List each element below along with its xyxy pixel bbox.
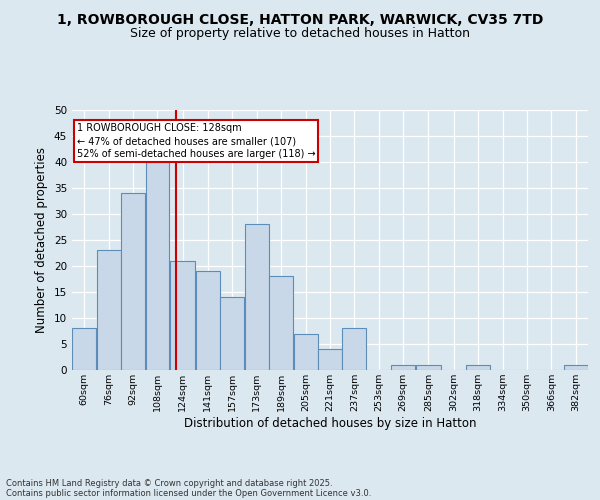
Bar	[416, 365, 441, 370]
Text: Contains public sector information licensed under the Open Government Licence v3: Contains public sector information licen…	[6, 489, 371, 498]
Bar	[391, 365, 415, 370]
Bar	[121, 193, 145, 370]
Bar	[97, 250, 121, 370]
Text: Contains HM Land Registry data © Crown copyright and database right 2025.: Contains HM Land Registry data © Crown c…	[6, 478, 332, 488]
Text: 1, ROWBOROUGH CLOSE, HATTON PARK, WARWICK, CV35 7TD: 1, ROWBOROUGH CLOSE, HATTON PARK, WARWIC…	[57, 12, 543, 26]
Bar	[564, 365, 588, 370]
Text: 1 ROWBOROUGH CLOSE: 128sqm
← 47% of detached houses are smaller (107)
52% of sem: 1 ROWBOROUGH CLOSE: 128sqm ← 47% of deta…	[77, 123, 315, 160]
Bar	[343, 328, 367, 370]
Bar	[170, 261, 196, 370]
Bar	[245, 224, 269, 370]
Bar	[318, 349, 342, 370]
Bar	[269, 276, 293, 370]
Text: Size of property relative to detached houses in Hatton: Size of property relative to detached ho…	[130, 28, 470, 40]
Bar	[220, 297, 244, 370]
Bar	[72, 328, 96, 370]
Bar	[196, 271, 220, 370]
Bar	[466, 365, 490, 370]
Y-axis label: Number of detached properties: Number of detached properties	[35, 147, 49, 333]
X-axis label: Distribution of detached houses by size in Hatton: Distribution of detached houses by size …	[184, 417, 476, 430]
Bar	[146, 162, 169, 370]
Bar	[293, 334, 317, 370]
